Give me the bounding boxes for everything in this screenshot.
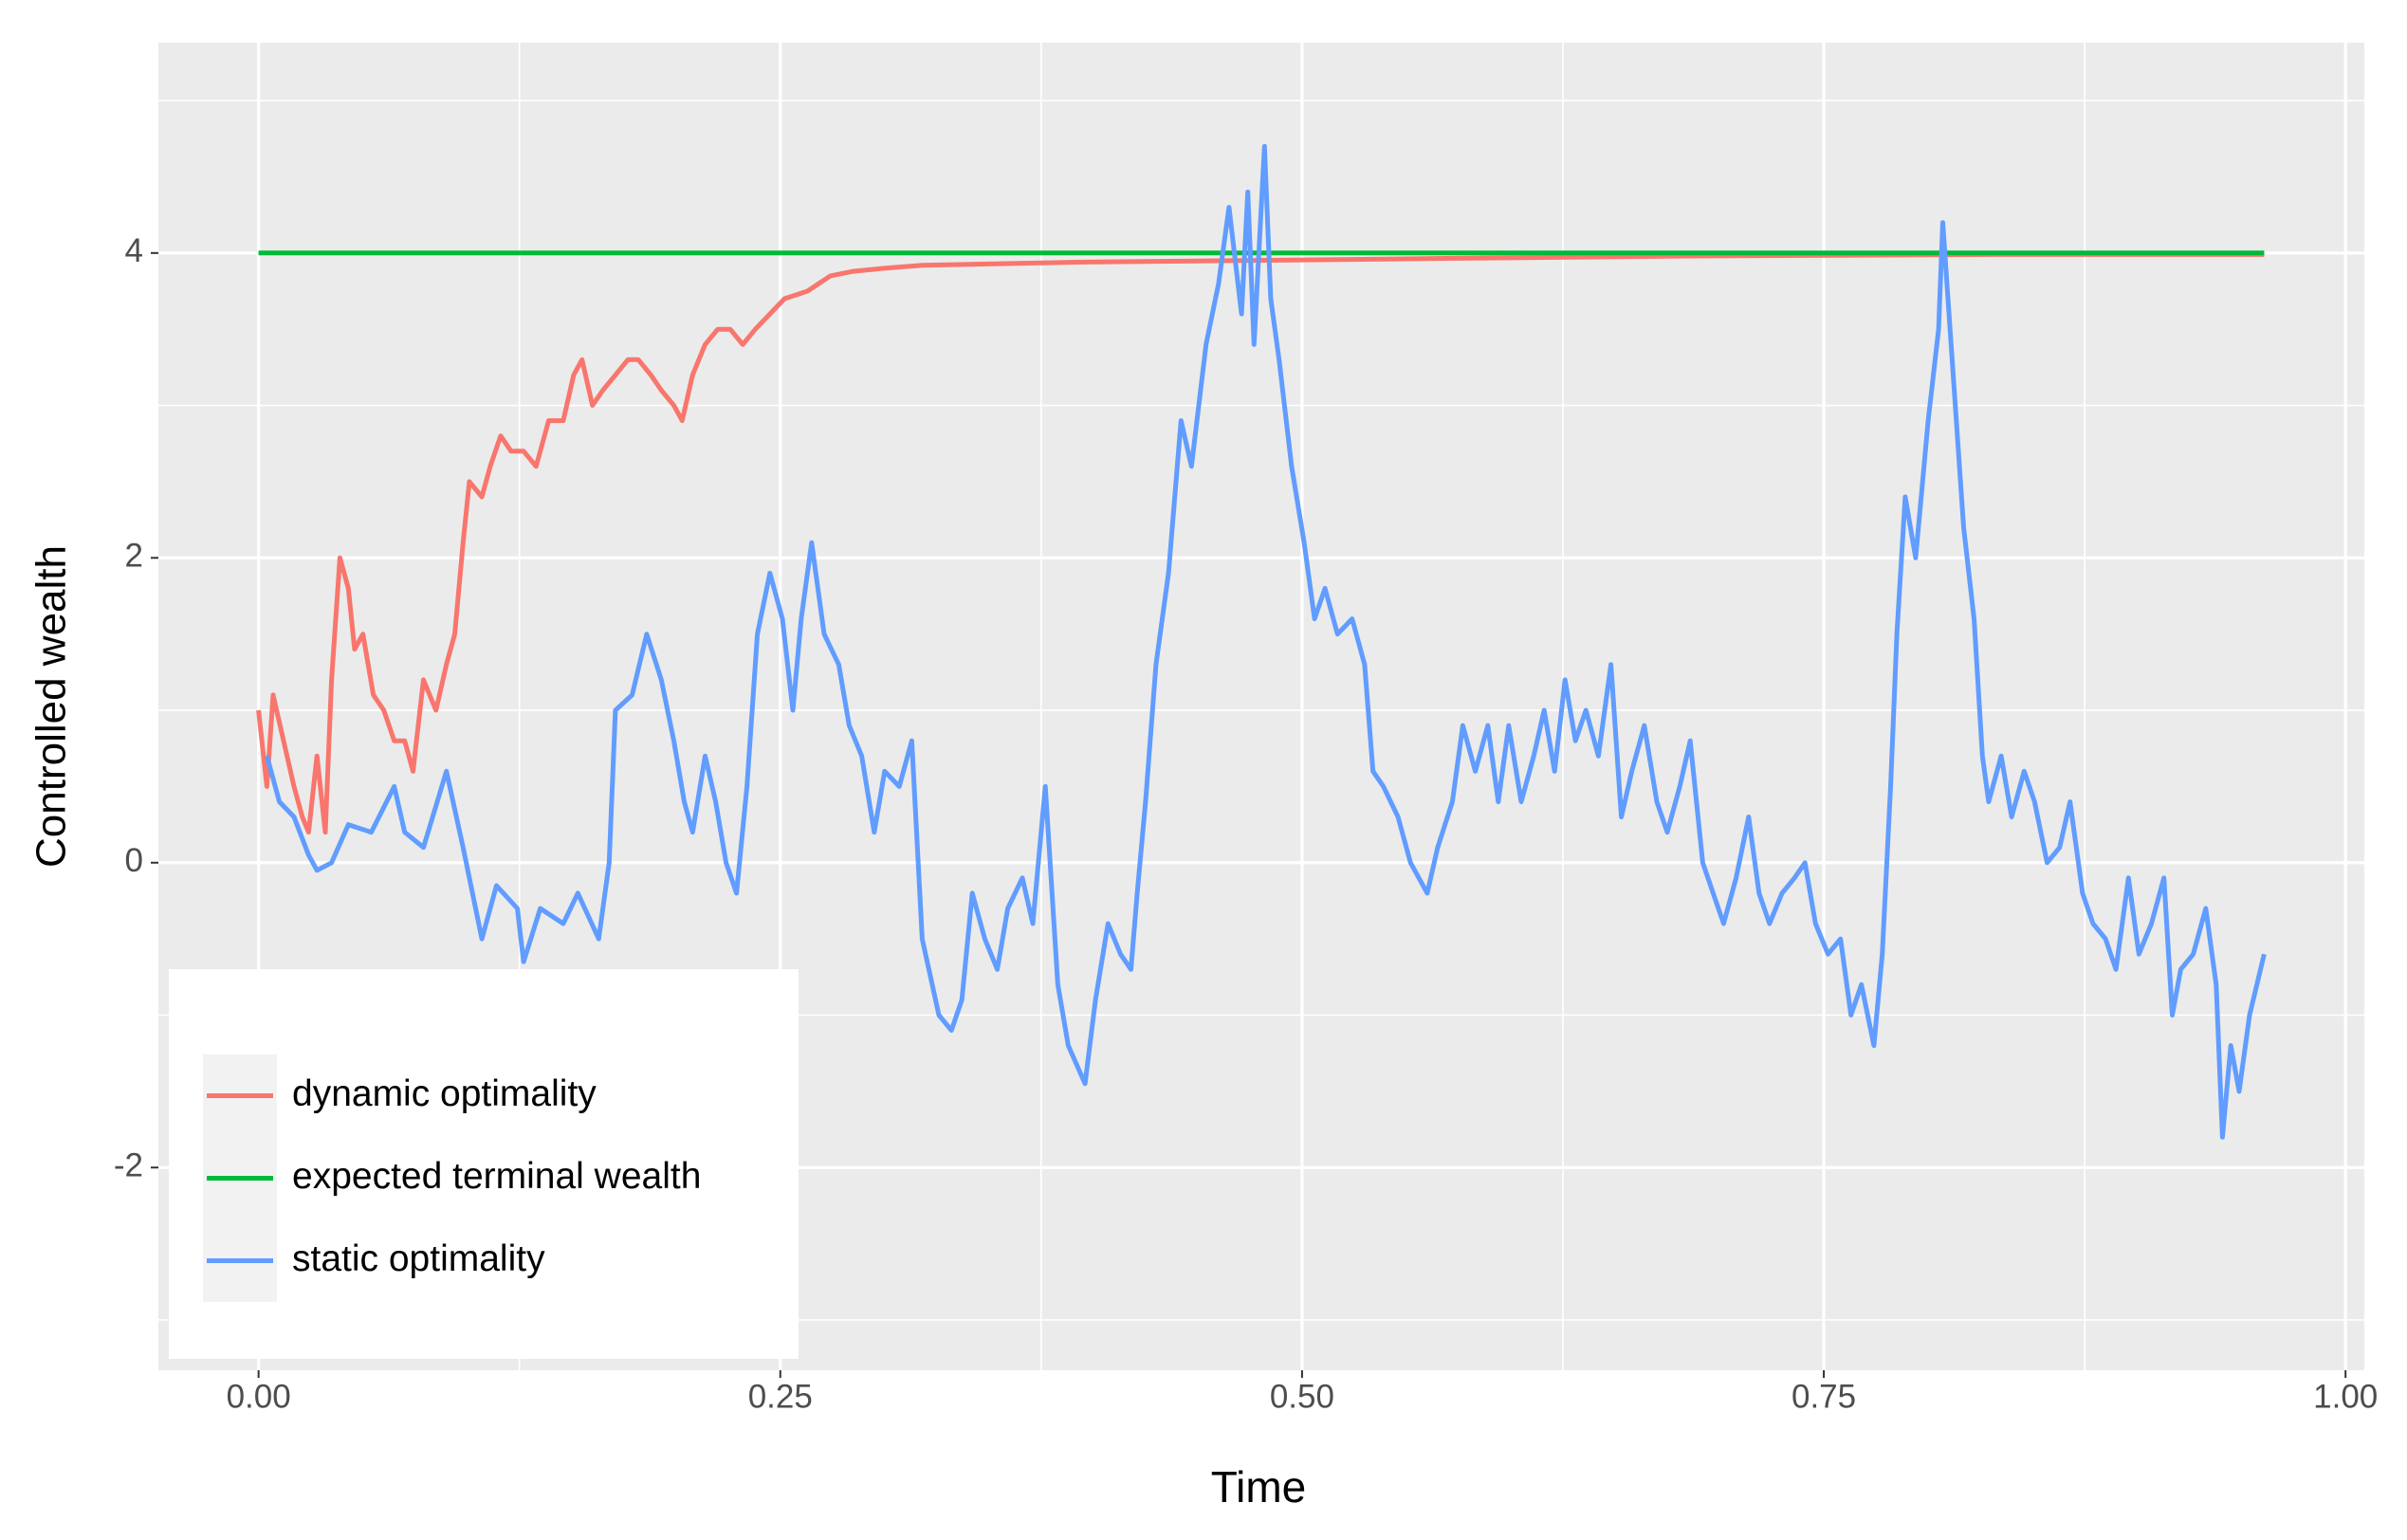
legend-label: static optimality	[292, 1238, 545, 1279]
lines	[256, 143, 2267, 1140]
x-tick-label: 0.00	[227, 1378, 291, 1415]
x-axis-title: Time	[1211, 1462, 1307, 1512]
series-line	[256, 251, 2265, 835]
x-tick-label: 0.50	[1270, 1378, 1334, 1415]
x-tick-label: 0.75	[1791, 1378, 1856, 1415]
y-tick-label: 4	[125, 232, 143, 269]
y-axis-title: Controlled wealth	[28, 545, 75, 868]
legend: dynamic optimality expected terminal weal…	[169, 969, 799, 1359]
y-tick-label: 0	[125, 842, 143, 879]
y-tick-label: 2	[125, 538, 143, 575]
y-tick-label: -2	[114, 1146, 143, 1183]
axes: 0.00 0.25 0.50 0.75 1.00 -2 0 2 4	[114, 232, 2378, 1415]
x-tick-label: 0.25	[748, 1378, 813, 1415]
series-line	[264, 143, 2267, 1140]
legend-label: dynamic optimality	[292, 1073, 597, 1114]
legend-label: expected terminal wealth	[292, 1156, 701, 1197]
x-tick-label: 1.00	[2313, 1378, 2378, 1415]
